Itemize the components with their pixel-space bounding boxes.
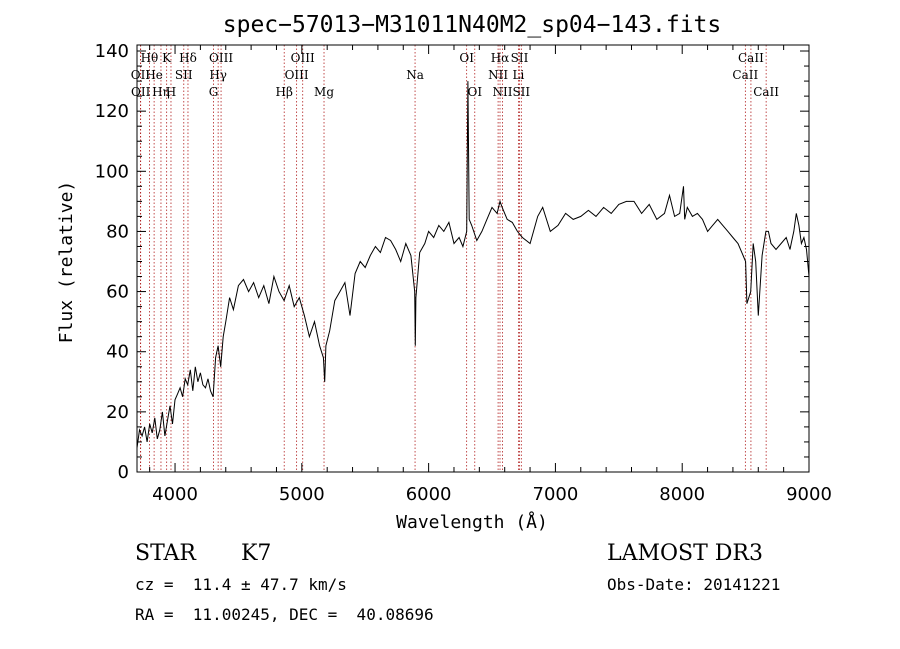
line-marker-label: NII	[493, 85, 513, 99]
y-axis-label: Flux (relative)	[56, 181, 77, 344]
line-marker-label: OI	[467, 85, 482, 99]
line-marker-label: Na	[406, 68, 424, 82]
y-axis: 0 20 40 60 80 100 120 140	[95, 41, 809, 483]
line-marker-label: SII	[512, 85, 530, 99]
line-marker-label: OI	[459, 51, 474, 65]
y-tick-label: 0	[118, 462, 129, 483]
line-marker-label: OIII	[285, 68, 309, 82]
line-marker-label: Hβ	[276, 85, 293, 99]
x-axis-label: Wavelength (Å)	[396, 511, 548, 533]
spectrum-series-line	[136, 81, 810, 448]
y-tick-label: 120	[95, 101, 129, 122]
object-class: STAR	[135, 541, 197, 566]
line-marker-label: NII	[488, 68, 508, 82]
y-tick-label: 80	[106, 221, 129, 242]
line-marker-label: OII	[131, 68, 151, 82]
redshift-text: cz = 11.4 ± 47.7 km/s	[135, 575, 347, 594]
y-tick-label: 100	[95, 161, 129, 182]
chart-title: spec−57013−M31011N40M2_sp04−143.fits	[223, 12, 722, 38]
x-tick-label: 5000	[279, 484, 325, 505]
x-tick-label: 7000	[533, 484, 579, 505]
line-marker-label: OII	[131, 85, 151, 99]
line-marker-label: SII	[175, 68, 193, 82]
x-tick-label: 9000	[786, 484, 832, 505]
line-marker-label: Hα	[491, 51, 510, 65]
y-tick-label: 20	[106, 402, 129, 423]
line-marker-label: CaII	[753, 85, 779, 99]
x-tick-label: 4000	[152, 484, 198, 505]
y-tick-label: 60	[106, 282, 129, 303]
object-subclass: K7	[241, 541, 271, 566]
line-marker-label: Hγ	[209, 68, 227, 82]
line-marker-label: Hδ	[179, 51, 197, 65]
line-marker-label: Li	[512, 68, 524, 82]
line-marker-label: OIII	[291, 51, 315, 65]
line-marker-label: CaII	[732, 68, 758, 82]
line-marker-label: K	[162, 51, 172, 65]
line-marker-label: Hθ	[141, 51, 159, 65]
line-marker-label: He	[145, 68, 163, 82]
line-marker-label: Mg	[314, 85, 334, 99]
x-tick-label: 8000	[659, 484, 705, 505]
line-marker-label: OIII	[209, 51, 233, 65]
line-marker-label: G	[209, 85, 219, 99]
line-marker-label: H	[166, 85, 176, 99]
line-marker-group	[140, 45, 767, 472]
line-marker-label: SII	[511, 51, 529, 65]
plot-frame	[136, 44, 810, 473]
x-axis: 4000 5000 6000 7000 8000 9000	[149, 45, 832, 505]
y-tick-label: 140	[95, 41, 129, 62]
y-tick-label: 40	[106, 342, 129, 363]
x-tick-label: 6000	[406, 484, 452, 505]
line-marker-label: Hη	[152, 85, 170, 99]
line-marker-label: CaII	[738, 51, 764, 65]
survey-name: LAMOST DR3	[607, 541, 763, 566]
obs-date-text: Obs-Date: 20141221	[607, 575, 780, 594]
coordinates-text: RA = 11.00245, DEC = 40.08696	[135, 605, 434, 624]
